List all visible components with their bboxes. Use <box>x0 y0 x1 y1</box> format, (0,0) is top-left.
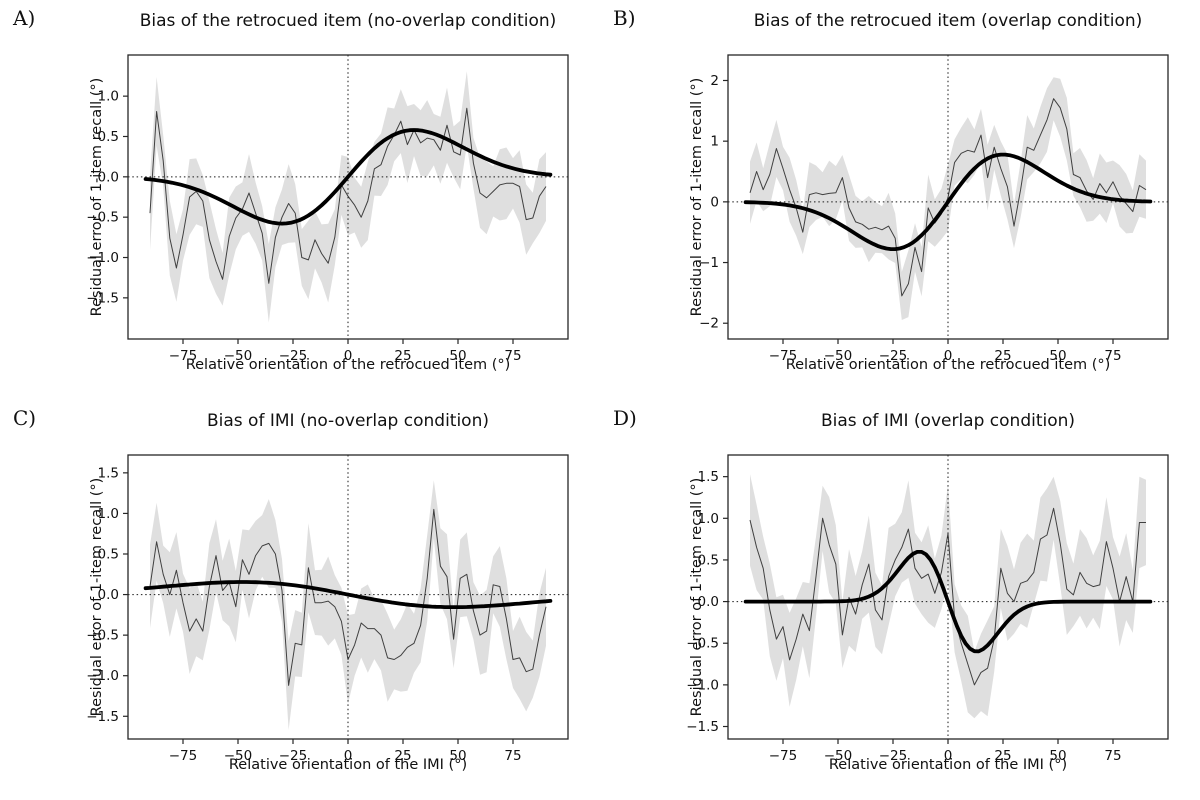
y-tick-label: 1.5 <box>698 469 719 485</box>
x-tick-label: −75 <box>769 348 798 364</box>
error-band <box>150 480 546 730</box>
x-tick-label: −50 <box>224 348 253 364</box>
panel-c-title: Bias of IMI (no-overlap condition) <box>206 411 489 431</box>
x-tick-label: −25 <box>879 748 908 764</box>
model-fit-curve <box>743 152 1153 251</box>
panel-c: C) Bias of IMI (no-overlap condition) Re… <box>0 400 600 800</box>
x-tick-label: 0 <box>944 748 953 764</box>
y-tick-label: 1.5 <box>98 465 119 481</box>
x-tick-label: −50 <box>824 748 853 764</box>
y-tick-label: 0.5 <box>698 552 719 568</box>
y-tick-label: −1.0 <box>86 668 119 684</box>
y-tick-label: 0.5 <box>98 129 119 145</box>
panel-b: B) Bias of the retrocued item (overlap c… <box>600 0 1200 400</box>
x-tick-label: 0 <box>944 348 953 364</box>
panel-d-plot: −75 −50 −25 0 25 50 75 1.5 1.0 0.5 0.0 −0.5 −1.0 −1.5 <box>686 454 1169 764</box>
y-tick-label: 0.5 <box>98 546 119 562</box>
y-tick-label: 0.0 <box>98 169 119 185</box>
x-tick-label: −75 <box>169 348 198 364</box>
panel-c-letter: C) <box>13 406 37 430</box>
panel-b-x-axis-label: Relative orientation of the retrocued it… <box>785 357 1111 373</box>
x-tick-label: −75 <box>769 748 798 764</box>
y-tick-label: −0.5 <box>686 636 719 652</box>
y-tick-label: 0.0 <box>98 587 119 603</box>
panel-b-letter: B) <box>613 6 636 30</box>
panel-b-title: Bias of the retrocued item (overlap cond… <box>753 11 1143 31</box>
x-tick-label: 75 <box>504 748 521 764</box>
x-tick-label: 50 <box>449 348 466 364</box>
y-tick-label: −0.5 <box>86 210 119 226</box>
model-fit-curve <box>143 128 553 226</box>
mean-line <box>149 508 547 686</box>
x-tick-label: 50 <box>449 748 466 764</box>
y-tick-label: −0.5 <box>86 628 119 644</box>
y-tick-label: −1 <box>699 255 719 271</box>
panel-d-letter: D) <box>613 406 637 430</box>
y-tick-label: 1.0 <box>98 89 119 105</box>
panel-b-plot: −75 −50 −25 0 25 50 75 2 1 0 −1 −2 <box>699 54 1169 364</box>
panel-c-x-axis-label: Relative orientation of the IMI (°) <box>228 757 468 773</box>
x-tick-label: 0 <box>344 348 353 364</box>
x-tick-label: 25 <box>394 748 411 764</box>
y-tick-label: −1.5 <box>86 290 119 306</box>
y-tick-label: 1 <box>710 134 719 150</box>
y-tick-label: 2 <box>710 73 719 89</box>
x-tick-label: 0 <box>344 748 353 764</box>
x-tick-label: 25 <box>394 348 411 364</box>
y-tick-label: −2 <box>699 316 719 332</box>
model-fit-curve <box>143 580 553 609</box>
y-tick-label: 0 <box>710 194 719 210</box>
x-tick-label: 25 <box>994 348 1011 364</box>
mean-line <box>149 107 547 284</box>
y-tick-label: −1.0 <box>686 677 719 693</box>
x-tick-label: 50 <box>1049 348 1066 364</box>
x-tick-label: 75 <box>1104 348 1121 364</box>
panel-a: A) Bias of the retrocued item (no-overla… <box>0 0 600 400</box>
x-tick-label: −25 <box>279 748 308 764</box>
panel-c-plot: −75 −50 −25 0 25 50 75 1.5 1.0 0.5 0.0 −0.5 −1.0 −1.5 <box>86 454 569 764</box>
y-tick-label: −1.5 <box>86 709 119 725</box>
panel-a-title: Bias of the retrocued item (no-overlap c… <box>139 11 557 31</box>
x-tick-label: −25 <box>879 348 908 364</box>
x-tick-label: −50 <box>824 348 853 364</box>
y-tick-label: 1.0 <box>98 506 119 522</box>
y-tick-label: 1.0 <box>698 511 719 527</box>
y-tick-label: −1.5 <box>686 719 719 735</box>
x-tick-label: 75 <box>1104 748 1121 764</box>
x-tick-label: 75 <box>504 348 521 364</box>
x-tick-label: −50 <box>224 748 253 764</box>
model-fit-curve <box>743 550 1153 654</box>
x-tick-label: 50 <box>1049 748 1066 764</box>
x-tick-label: 25 <box>994 748 1011 764</box>
panel-a-x-axis-label: Relative orientation of the retrocued it… <box>185 357 511 373</box>
y-tick-label: −1.0 <box>86 250 119 266</box>
panel-a-letter: A) <box>13 6 36 30</box>
panel-d-title: Bias of IMI (overlap condition) <box>820 411 1076 431</box>
x-tick-label: −75 <box>169 748 198 764</box>
y-tick-label: 0.0 <box>698 594 719 610</box>
panel-d-x-axis-label: Relative orientation of the IMI (°) <box>828 757 1068 773</box>
x-tick-label: −25 <box>279 348 308 364</box>
panel-d: D) Bias of IMI (overlap condition) Resid… <box>600 400 1200 800</box>
panel-a-plot: −75 −50 −25 0 25 50 75 1.0 0.5 0.0 −0.5 −1.0 −1.5 <box>86 54 569 364</box>
